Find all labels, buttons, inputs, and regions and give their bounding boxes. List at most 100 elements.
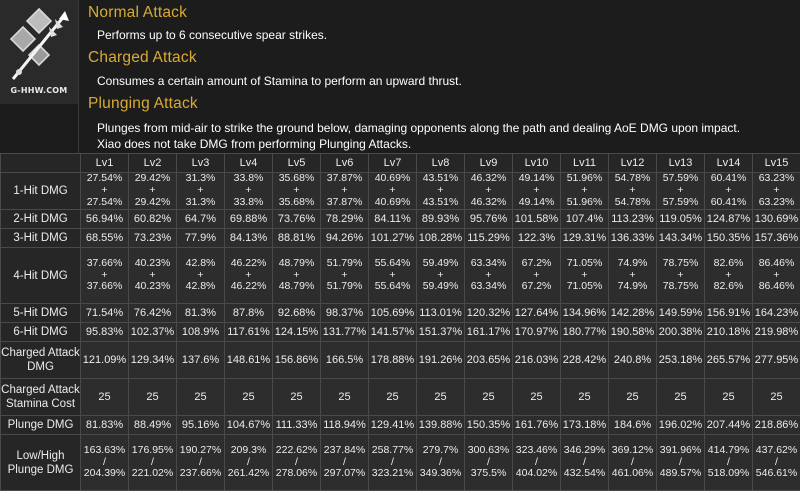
value-text: 25 [225, 391, 272, 403]
icon-spacer [0, 104, 78, 153]
value-text: 237.84% [321, 445, 368, 457]
value-text: 113.01% [417, 307, 464, 319]
value-text: 113.23% [609, 213, 656, 225]
value-text: 102.37% [129, 326, 176, 338]
value-text: 203.65% [465, 354, 512, 366]
value-cell: 414.79%/518.09% [705, 435, 753, 491]
value-text: 108.9% [177, 326, 224, 338]
value-text: 137.6% [177, 354, 224, 366]
value-cell: 149.59% [657, 304, 705, 323]
value-text: 150.35% [465, 419, 512, 431]
value-text: 98.37% [321, 307, 368, 319]
value-text: 63.23% [753, 197, 800, 209]
value-text: 237.66% [177, 468, 224, 480]
value-text: 178.88% [369, 354, 416, 366]
value-cell: 31.3%+31.3% [177, 173, 225, 210]
row-label: Low/High Plunge DMG [1, 435, 81, 491]
value-text: 130.69% [753, 213, 800, 225]
row-label: 4-Hit DMG [1, 248, 81, 304]
value-cell: 161.76% [513, 416, 561, 435]
level-header-cell: Lv11 [561, 154, 609, 173]
value-cell: 120.32% [465, 304, 513, 323]
level-header-cell: Lv7 [369, 154, 417, 173]
value-cell: 76.42% [129, 304, 177, 323]
charged-attack-title: Charged Attack [88, 49, 197, 67]
value-cell: 74.9%+74.9% [609, 248, 657, 304]
value-cell: 113.23% [609, 210, 657, 229]
level-header-cell: Lv12 [609, 154, 657, 173]
value-cell: 118.94% [321, 416, 369, 435]
value-cell: 48.79%+48.79% [273, 248, 321, 304]
value-cell: 180.77% [561, 323, 609, 342]
value-text: 78.29% [321, 213, 368, 225]
value-cell: 130.69% [753, 210, 800, 229]
value-text: 170.97% [513, 326, 560, 338]
level-header-cell: Lv15 [753, 154, 800, 173]
value-cell: 190.58% [609, 323, 657, 342]
value-text: 71.05% [561, 281, 608, 293]
value-text: 25 [561, 391, 608, 403]
value-cell: 37.87%+37.87% [321, 173, 369, 210]
value-text: 369.12% [609, 445, 656, 457]
value-cell: 222.62%/278.06% [273, 435, 321, 491]
value-text: 200.38% [657, 326, 704, 338]
value-text: 68.55% [81, 232, 128, 244]
value-cell: 88.49% [129, 416, 177, 435]
value-cell: 69.88% [225, 210, 273, 229]
value-text: 76.42% [129, 307, 176, 319]
value-cell: 102.37% [129, 323, 177, 342]
level-header-cell: Lv3 [177, 154, 225, 173]
value-cell: 71.54% [81, 304, 129, 323]
value-text: 265.57% [705, 354, 752, 366]
value-text: 157.36% [753, 232, 800, 244]
value-cell: 119.05% [657, 210, 705, 229]
value-text: 184.6% [609, 419, 656, 431]
value-cell: 55.64%+55.64% [369, 248, 417, 304]
value-cell: 391.96%/489.57% [657, 435, 705, 491]
value-cell: 163.63%/204.39% [81, 435, 129, 491]
talent-description-panel: G-HHW.COM Normal Attack Performs up to 6… [0, 0, 800, 153]
value-cell: 124.15% [273, 323, 321, 342]
value-cell: 51.96%+51.96% [561, 173, 609, 210]
value-text: 148.61% [225, 354, 272, 366]
value-cell: 71.05%+71.05% [561, 248, 609, 304]
value-cell: 129.41% [369, 416, 417, 435]
value-cell: 142.28% [609, 304, 657, 323]
value-cell: 113.01% [417, 304, 465, 323]
value-text: 119.05% [657, 213, 704, 225]
value-cell: 156.86% [273, 342, 321, 379]
value-text: 461.06% [609, 468, 656, 480]
value-text: 54.78% [609, 197, 656, 209]
value-text: 69.88% [225, 213, 272, 225]
value-cell: 369.12%/461.06% [609, 435, 657, 491]
value-text: 71.05% [561, 258, 608, 270]
value-text: 86.46% [753, 281, 800, 293]
level-header-cell: Lv4 [225, 154, 273, 173]
value-text: 95.83% [81, 326, 128, 338]
value-text: 190.27% [177, 445, 224, 457]
value-text: 59.49% [417, 281, 464, 293]
row-label: 6-Hit DMG [1, 323, 81, 342]
value-text: 163.63% [81, 445, 128, 457]
row-label: 2-Hit DMG [1, 210, 81, 229]
value-cell: 82.6%+82.6% [705, 248, 753, 304]
value-cell: 89.93% [417, 210, 465, 229]
value-text: 25 [417, 391, 464, 403]
value-cell: 148.61% [225, 342, 273, 379]
value-text: 129.34% [129, 354, 176, 366]
watermark-text: G-HHW.COM [4, 86, 74, 95]
value-cell: 25 [225, 379, 273, 416]
value-cell: 279.7%/349.36% [417, 435, 465, 491]
value-text: 118.94% [321, 419, 368, 431]
value-text: 349.36% [417, 468, 464, 480]
value-cell: 25 [81, 379, 129, 416]
value-cell: 67.2%+67.2% [513, 248, 561, 304]
value-cell: 108.28% [417, 229, 465, 248]
value-text: 94.26% [321, 232, 368, 244]
value-cell: 27.54%+27.54% [81, 173, 129, 210]
value-text: 129.31% [561, 232, 608, 244]
